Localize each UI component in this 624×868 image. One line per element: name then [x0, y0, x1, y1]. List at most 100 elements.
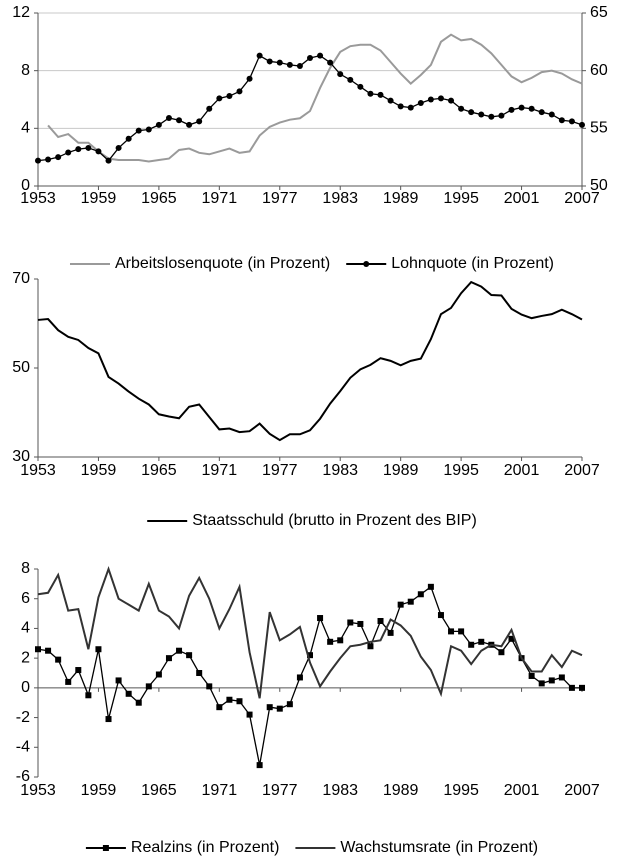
point: [105, 157, 112, 164]
point: [186, 652, 193, 659]
point: [437, 612, 444, 619]
point: [45, 647, 52, 654]
y-tick-label: 6: [21, 590, 30, 607]
x-tick-label: 1989: [383, 462, 419, 479]
series-line: [47, 33, 583, 163]
point: [216, 704, 223, 711]
point: [95, 148, 102, 155]
point: [579, 684, 585, 691]
point: [478, 638, 485, 645]
point: [337, 71, 344, 78]
point: [85, 692, 92, 699]
point: [236, 88, 243, 95]
point: [296, 674, 303, 681]
point: [266, 58, 273, 65]
x-tick-label: 1953: [20, 462, 56, 479]
x-tick-label: 1977: [262, 782, 298, 799]
point: [498, 649, 505, 656]
point: [508, 106, 515, 113]
point: [246, 711, 253, 718]
x-tick-label: 1965: [141, 462, 177, 479]
point: [528, 672, 535, 679]
point: [427, 583, 434, 590]
point: [55, 154, 62, 161]
point: [377, 91, 384, 98]
point: [478, 111, 485, 118]
x-tick-label: 1965: [141, 190, 177, 207]
x-tick-label: 1995: [443, 190, 479, 207]
point: [155, 121, 162, 128]
point: [276, 705, 283, 712]
point: [186, 121, 193, 128]
x-tick-label: 1983: [322, 190, 358, 207]
y2-tick-label: 65: [590, 4, 608, 21]
point: [568, 118, 575, 125]
point: [327, 59, 334, 66]
point: [427, 96, 434, 103]
point: [367, 643, 374, 650]
point: [579, 121, 585, 128]
y-tick-label: 8: [21, 62, 30, 79]
point: [407, 104, 414, 111]
legend-label: Lohnquote (in Prozent): [391, 255, 554, 272]
point: [85, 144, 92, 151]
point: [115, 677, 122, 684]
point: [226, 93, 233, 100]
series-line: [37, 565, 583, 699]
point: [568, 684, 575, 691]
point: [296, 63, 303, 70]
series-line: [37, 280, 583, 442]
point: [437, 95, 444, 102]
point: [145, 126, 152, 133]
point: [357, 620, 364, 627]
point: [548, 111, 555, 118]
point: [196, 670, 203, 676]
point: [135, 699, 142, 706]
point: [417, 99, 424, 106]
legend-marker: [102, 845, 109, 851]
x-tick-label: 1971: [202, 782, 238, 799]
x-tick-label: 1959: [81, 782, 117, 799]
y2-tick-label: 50: [590, 177, 608, 194]
point: [397, 601, 404, 608]
point: [548, 677, 555, 684]
y-tick-label: 8: [21, 560, 30, 577]
x-tick-label: 1959: [81, 462, 117, 479]
point: [347, 76, 354, 83]
point: [145, 683, 152, 690]
point: [45, 156, 52, 163]
point: [538, 109, 545, 116]
point: [246, 75, 253, 82]
point: [35, 646, 41, 653]
point: [508, 635, 515, 642]
point: [347, 619, 354, 626]
point: [407, 598, 414, 605]
point: [317, 615, 324, 622]
point: [417, 591, 424, 598]
x-tick-label: 2001: [504, 462, 540, 479]
y-tick-label: 30: [12, 448, 30, 465]
point: [448, 97, 455, 104]
point: [226, 696, 233, 703]
y2-tick-label: 60: [590, 62, 608, 79]
point: [55, 656, 62, 663]
point: [307, 54, 313, 61]
point: [276, 59, 283, 66]
point: [327, 638, 334, 645]
point: [357, 83, 364, 90]
legend-label: Realzins (in Prozent): [131, 839, 280, 856]
x-tick-label: 1971: [202, 462, 238, 479]
point: [488, 113, 495, 120]
x-tick-label: 2001: [504, 190, 540, 207]
point: [538, 680, 545, 687]
y2-tick-label: 55: [590, 120, 608, 137]
series-line: [37, 585, 582, 766]
point: [115, 144, 122, 151]
point: [105, 716, 112, 723]
x-tick-label: 1977: [262, 190, 298, 207]
point: [75, 667, 82, 674]
x-tick-label: 1989: [383, 190, 419, 207]
x-tick-label: 2001: [504, 782, 540, 799]
x-tick-label: 1965: [141, 782, 177, 799]
point: [558, 674, 565, 681]
